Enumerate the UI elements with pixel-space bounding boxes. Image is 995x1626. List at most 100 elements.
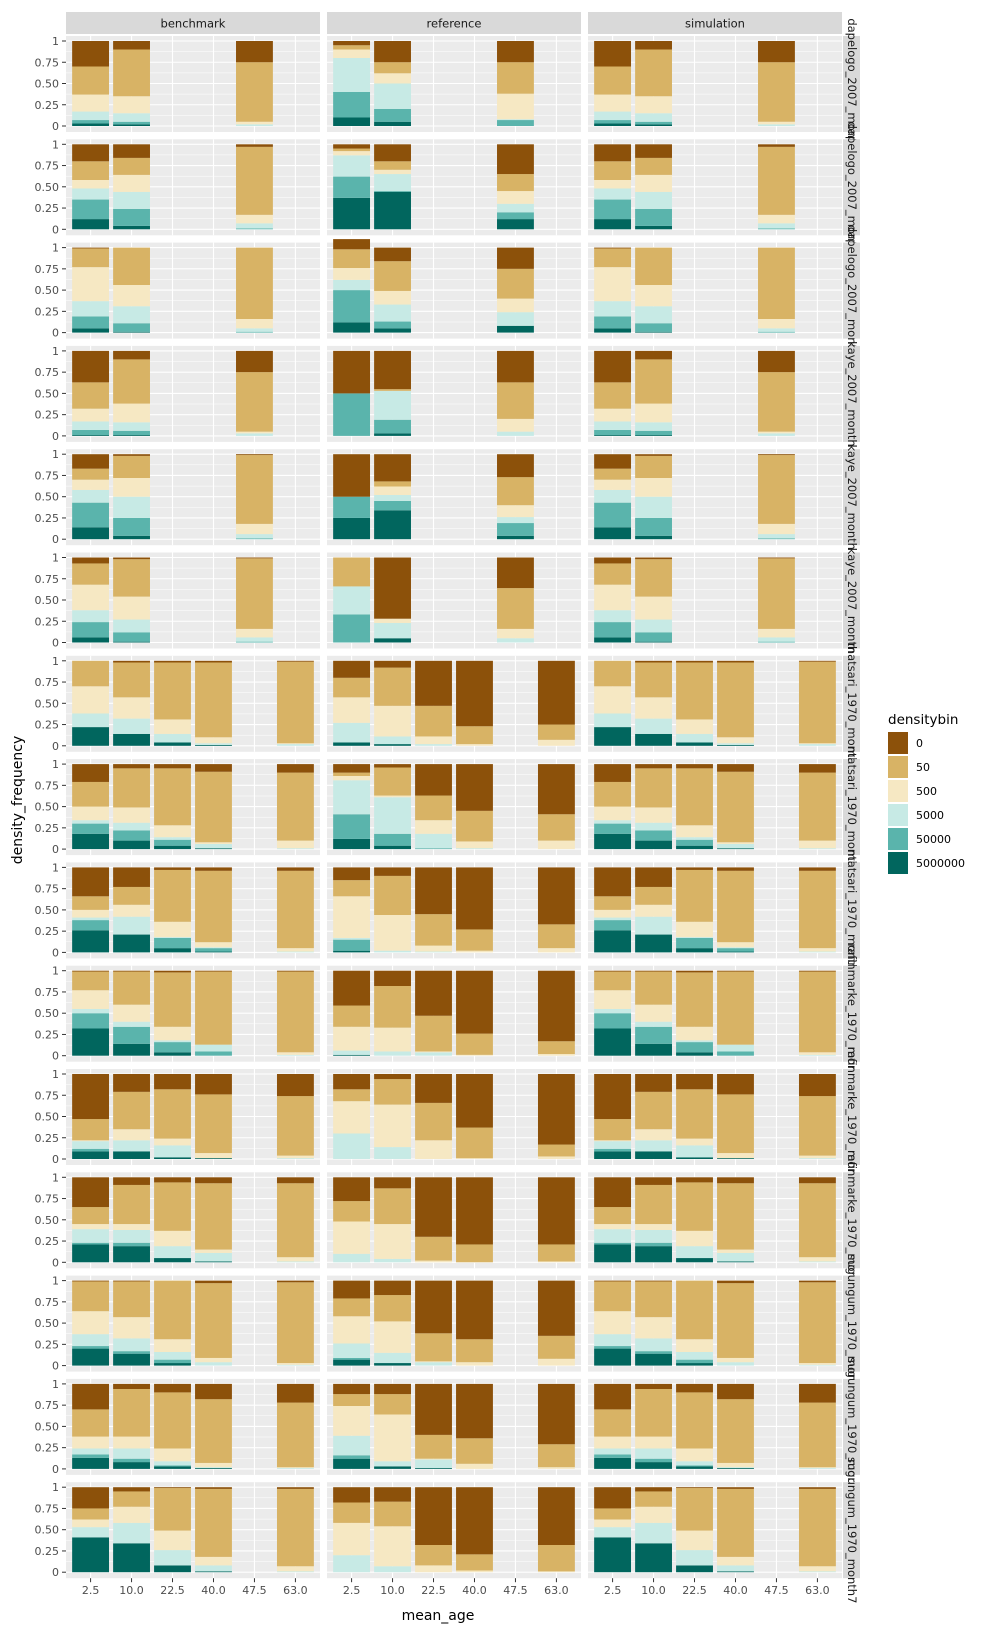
- bar-segment-5000: [276, 1158, 314, 1159]
- bar-segment-50000: [635, 1242, 672, 1247]
- bar-segment-500: [113, 596, 150, 620]
- bar-segment-5000000: [195, 744, 232, 746]
- y-tick-label: 0: [52, 1566, 59, 1579]
- bar-segment-0: [113, 1074, 150, 1092]
- y-tick-label: 0.50: [35, 1420, 60, 1433]
- bar-segment-5000: [72, 820, 110, 824]
- bar-segment-0: [758, 350, 795, 373]
- bar-segment-0: [717, 1074, 754, 1095]
- bar-segment-500: [276, 743, 314, 745]
- bar-segment-500: [456, 1362, 493, 1366]
- bar-segment-50: [676, 1182, 713, 1231]
- bar-segment-5000: [798, 744, 836, 746]
- y-tick-label: 0: [52, 843, 59, 856]
- bar-segment-500: [276, 1566, 314, 1572]
- bar-segment-0: [676, 1177, 713, 1183]
- bar-segment-5000: [594, 917, 632, 921]
- bar-segment-50: [758, 558, 795, 629]
- bar-segment-0: [195, 1177, 232, 1184]
- facet-panel: [66, 345, 320, 442]
- bar-segment-5000: [798, 1261, 836, 1263]
- bar-segment-5000000: [635, 331, 672, 333]
- bar-segment-0: [717, 1487, 754, 1489]
- bar-segment-5000000: [72, 328, 110, 333]
- bar-segment-0: [758, 557, 795, 559]
- bar-segment-0: [717, 764, 754, 772]
- bar-segment-50: [537, 814, 575, 841]
- bar-segment-50: [154, 1182, 191, 1231]
- bar-segment-0: [594, 1383, 632, 1410]
- bar-segment-5000: [497, 638, 534, 643]
- bar-segment-5000: [113, 619, 150, 633]
- bar-segment-500: [594, 180, 632, 189]
- bar-segment-5000: [113, 113, 150, 122]
- bar-segment-5000000: [154, 1565, 191, 1573]
- bar-segment-5000: [798, 848, 836, 850]
- bar-segment-0: [72, 557, 110, 564]
- bar-segment-0: [374, 970, 411, 986]
- bar-segment-5000000: [195, 951, 232, 953]
- bar-segment-0: [333, 1177, 371, 1202]
- bar-segment-0: [374, 1074, 411, 1080]
- bar-segment-500: [415, 736, 452, 745]
- bar-segment-500: [635, 1506, 672, 1523]
- bar-segment-50: [635, 1491, 672, 1507]
- bar-segment-0: [154, 1177, 191, 1183]
- bar-segment-500: [635, 1129, 672, 1141]
- bar-segment-5000000: [113, 1353, 150, 1366]
- bar-segment-5000: [195, 743, 232, 745]
- bar-segment-50000: [333, 614, 371, 643]
- bar-segment-500: [717, 1462, 754, 1468]
- y-tick-label: 0.75: [35, 676, 60, 689]
- bar-segment-50000: [635, 323, 672, 332]
- bar-segment-50: [276, 1183, 314, 1258]
- bar-segment-0: [374, 1383, 411, 1395]
- bar-segment-50000: [717, 948, 754, 952]
- bar-segment-50: [798, 1183, 836, 1258]
- bar-segment-5000: [72, 713, 110, 728]
- y-tick-label: 0.50: [35, 78, 60, 91]
- y-tick-label: 0.50: [35, 387, 60, 400]
- bar-segment-5000: [154, 1352, 191, 1360]
- bar-segment-50: [333, 1502, 371, 1523]
- bar-segment-50: [635, 359, 672, 404]
- bar-segment-50: [236, 372, 273, 432]
- facet-panel: [588, 759, 842, 856]
- bar-segment-5000000: [195, 1158, 232, 1159]
- bar-segment-500: [537, 1358, 575, 1366]
- bar-segment-50: [72, 971, 110, 991]
- bar-segment-50: [333, 1394, 371, 1406]
- bar-segment-50000: [72, 1242, 110, 1245]
- bar-segment-5000: [415, 833, 452, 849]
- bar-segment-5000000: [374, 121, 411, 126]
- bar-segment-0: [72, 970, 110, 972]
- bar-segment-5000000: [113, 1246, 150, 1263]
- bar-segment-500: [333, 896, 371, 938]
- bar-segment-5000000: [635, 1043, 672, 1056]
- bar-segment-0: [333, 1383, 371, 1395]
- bar-segment-5000: [594, 1527, 632, 1538]
- bar-segment-5000: [635, 822, 672, 831]
- bar-segment-500: [333, 697, 371, 723]
- row-strip: [843, 1275, 860, 1372]
- bar-segment-500: [676, 719, 713, 734]
- bar-segment-5000000: [717, 1261, 754, 1263]
- bar-segment-5000000: [154, 1157, 191, 1159]
- bar-segment-0: [798, 764, 836, 773]
- facet-panel: [66, 655, 320, 752]
- bar-segment-500: [415, 1140, 452, 1159]
- bar-segment-0: [798, 660, 836, 662]
- bar-segment-50: [72, 468, 110, 480]
- bar-segment-5000000: [333, 950, 371, 953]
- bar-segment-50: [635, 1389, 672, 1437]
- bar-segment-5000000: [676, 1363, 713, 1366]
- legend-label: 50: [916, 761, 930, 774]
- facet-panel: [588, 1172, 842, 1269]
- bar-segment-5000000: [374, 433, 411, 436]
- bar-segment-500: [276, 948, 314, 952]
- bar-segment-500: [798, 1052, 836, 1055]
- x-tick-label: 10.0: [119, 1584, 144, 1597]
- bar-segment-0: [333, 454, 371, 497]
- bar-segment-50: [113, 971, 150, 1005]
- bar-segment-50: [72, 1409, 110, 1437]
